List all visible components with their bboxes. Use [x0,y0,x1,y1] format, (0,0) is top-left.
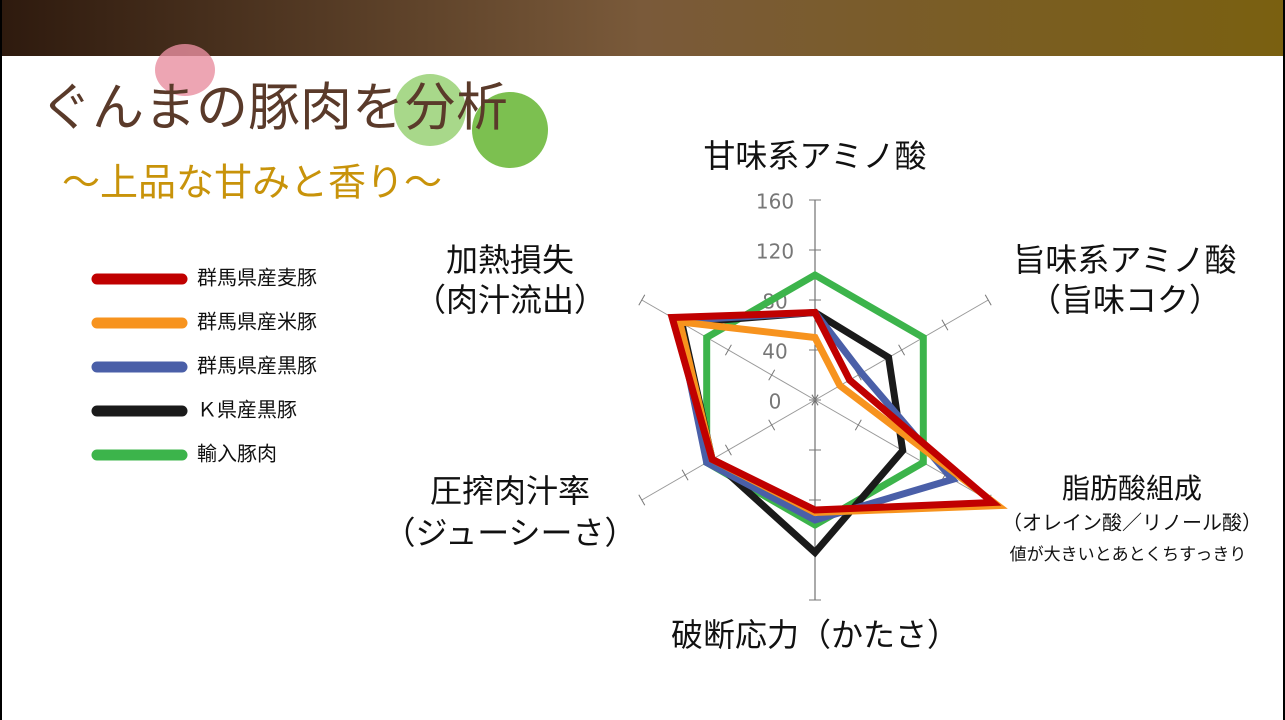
tick-mark [638,494,646,506]
tick-mark [941,319,949,331]
category-sublabel: （肉汁流出） [414,281,606,319]
logo-circle [472,92,548,168]
category-label: 加熱損失 [446,241,574,279]
r-tick-label: 0 [769,390,782,414]
pig-icon [155,44,215,96]
header-bar [0,0,1285,56]
legend-label: 輸入豚肉 [197,442,277,466]
title: ぐんまの豚肉を分析 [40,79,508,139]
tick-mark [724,444,732,456]
tick-mark [681,469,689,481]
tick-mark [854,419,862,431]
subtitle: ～上品な甘みと香り～ [62,161,442,205]
category-label: 甘味系アミノ酸 [703,137,926,175]
logo-circle [394,74,466,146]
r-tick-label: 40 [762,340,787,364]
legend-label: 群馬県産麦豚 [197,266,317,290]
series-line [703,270,927,530]
tick-mark [638,294,646,306]
category-sublabel: （ジューシーさ） [383,514,636,552]
tick-mark [811,394,819,406]
annotation: 値が大きいとあとくちすっきり [1010,545,1247,565]
r-tick-label: 120 [756,240,794,264]
legend-label: Ｋ県産黒豚 [197,398,297,422]
category-label: 破断応力（かたさ） [671,616,959,654]
tick-mark [768,419,776,431]
tick-mark [724,344,732,356]
category-sublabel: （オレイン酸／リノール酸） [1002,511,1262,535]
r-tick-label: 160 [756,190,794,214]
legend-label: 群馬県産米豚 [197,310,317,334]
tick-mark [898,344,906,356]
category-label: 圧搾肉汁率 [430,472,590,510]
tick-mark [984,294,992,306]
category-label: 旨味系アミノ酸 [1013,241,1236,279]
category-label: 脂肪酸組成 [1062,472,1202,505]
legend-label: 群馬県産黒豚 [197,354,317,378]
category-sublabel: （旨味コク） [1029,281,1221,319]
series-line [667,308,1002,514]
tick-mark [768,369,776,381]
